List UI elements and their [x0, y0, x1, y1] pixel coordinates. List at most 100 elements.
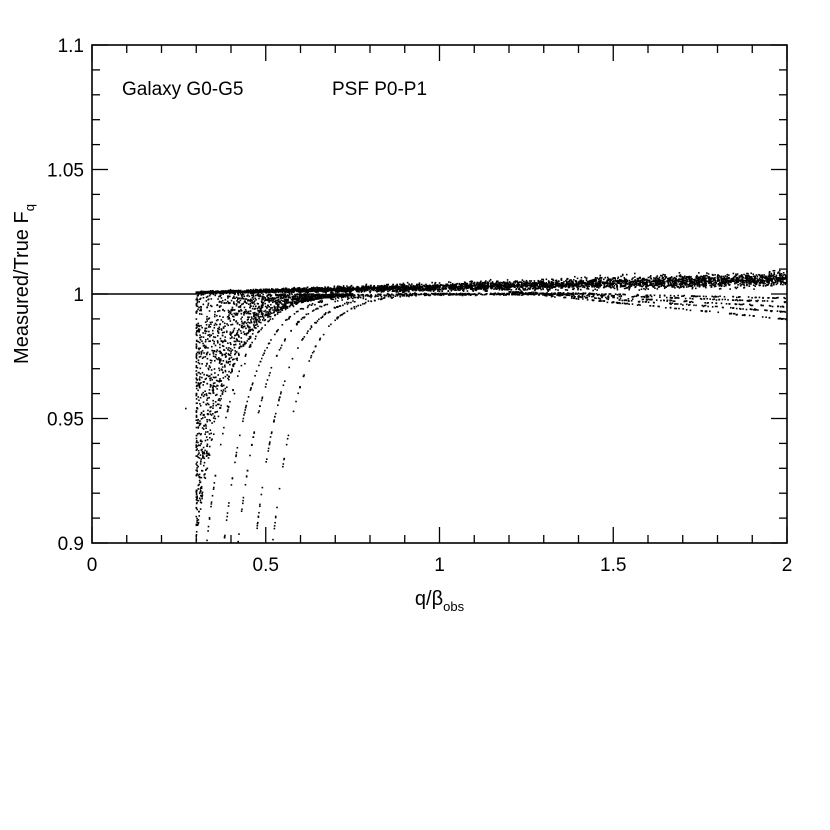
- data-point: [197, 453, 200, 456]
- data-point: [732, 276, 735, 279]
- data-point: [236, 330, 239, 332]
- data-point: [257, 315, 260, 318]
- data-point: [647, 288, 650, 290]
- data-point: [491, 281, 494, 283]
- data-point: [207, 326, 210, 328]
- data-point: [210, 373, 213, 376]
- data-point: [695, 276, 697, 278]
- data-point: [254, 289, 256, 292]
- data-point: [598, 285, 601, 287]
- data-point: [548, 285, 550, 288]
- data-point: [495, 288, 497, 290]
- data-point: [667, 278, 670, 281]
- data-point: [646, 285, 648, 288]
- data-point: [206, 320, 209, 322]
- data-point: [696, 274, 698, 277]
- data-point: [679, 285, 682, 288]
- data-point: [344, 288, 347, 290]
- data-point: [580, 279, 583, 282]
- data-point: [746, 283, 748, 285]
- data-point: [522, 283, 524, 285]
- data-point: [611, 284, 613, 287]
- data-point: [568, 286, 570, 288]
- data-point: [722, 280, 724, 283]
- data-point: [380, 285, 382, 287]
- data-point: [705, 284, 708, 287]
- data-point: [199, 413, 202, 416]
- data-point: [770, 279, 772, 281]
- data-point: [732, 277, 734, 280]
- data-point: [494, 286, 497, 289]
- data-point: [228, 314, 230, 316]
- data-point: [273, 310, 276, 312]
- data-point: [331, 289, 334, 292]
- data-point: [642, 284, 644, 287]
- data-point: [271, 288, 273, 290]
- data-point: [567, 284, 570, 286]
- data-point: [218, 295, 220, 298]
- data-point: [267, 290, 270, 293]
- data-point: [268, 315, 271, 318]
- data-point: [542, 288, 544, 291]
- data-point: [640, 281, 643, 284]
- data-point: [597, 285, 599, 288]
- data-point: [311, 288, 314, 290]
- data-point: [718, 275, 721, 277]
- data-point: [589, 280, 591, 282]
- data-point: [560, 286, 562, 288]
- data-point: [572, 288, 575, 291]
- data-point: [762, 282, 765, 284]
- data-point: [305, 289, 308, 291]
- data-point: [702, 275, 705, 277]
- data-point: [470, 287, 473, 290]
- data-point: [538, 282, 541, 284]
- data-point: [270, 289, 272, 291]
- data-point: [392, 285, 395, 288]
- data-point: [209, 366, 212, 369]
- data-point: [539, 285, 542, 287]
- data-point: [620, 283, 623, 286]
- data-point: [658, 283, 660, 286]
- data-point: [737, 283, 739, 286]
- data-point: [503, 284, 506, 286]
- data-point: [204, 329, 206, 332]
- data-point: [197, 465, 200, 468]
- data-point: [412, 285, 414, 287]
- data-point: [490, 286, 493, 288]
- data-point: [227, 289, 230, 292]
- data-point: [619, 282, 621, 285]
- data-point: [625, 273, 628, 276]
- data-point: [592, 281, 595, 284]
- data-point: [436, 284, 439, 286]
- data-point: [202, 414, 205, 416]
- data-point: [228, 358, 230, 360]
- data-point: [520, 284, 523, 286]
- data-point: [774, 281, 777, 284]
- data-point: [667, 281, 669, 283]
- data-point: [343, 290, 345, 293]
- data-point: [709, 281, 711, 284]
- data-point: [337, 285, 339, 287]
- data-point: [421, 288, 424, 290]
- data-point: [585, 284, 587, 287]
- data-point: [500, 281, 502, 284]
- data-point: [778, 272, 781, 275]
- data-point: [754, 275, 757, 278]
- data-point: [367, 286, 370, 289]
- data-point: [749, 280, 751, 283]
- data-point: [750, 283, 752, 285]
- data-point: [716, 280, 719, 283]
- data-point: [373, 285, 376, 287]
- data-point: [209, 321, 212, 324]
- data-point: [489, 282, 492, 284]
- data-point: [669, 282, 672, 284]
- data-point: [466, 290, 469, 292]
- data-point: [692, 281, 695, 283]
- data-point: [701, 277, 704, 279]
- data-point: [783, 282, 785, 284]
- data-point: [639, 284, 642, 286]
- data-point: [534, 286, 537, 289]
- data-point: [370, 284, 372, 287]
- data-point: [740, 283, 743, 286]
- data-point: [240, 318, 242, 320]
